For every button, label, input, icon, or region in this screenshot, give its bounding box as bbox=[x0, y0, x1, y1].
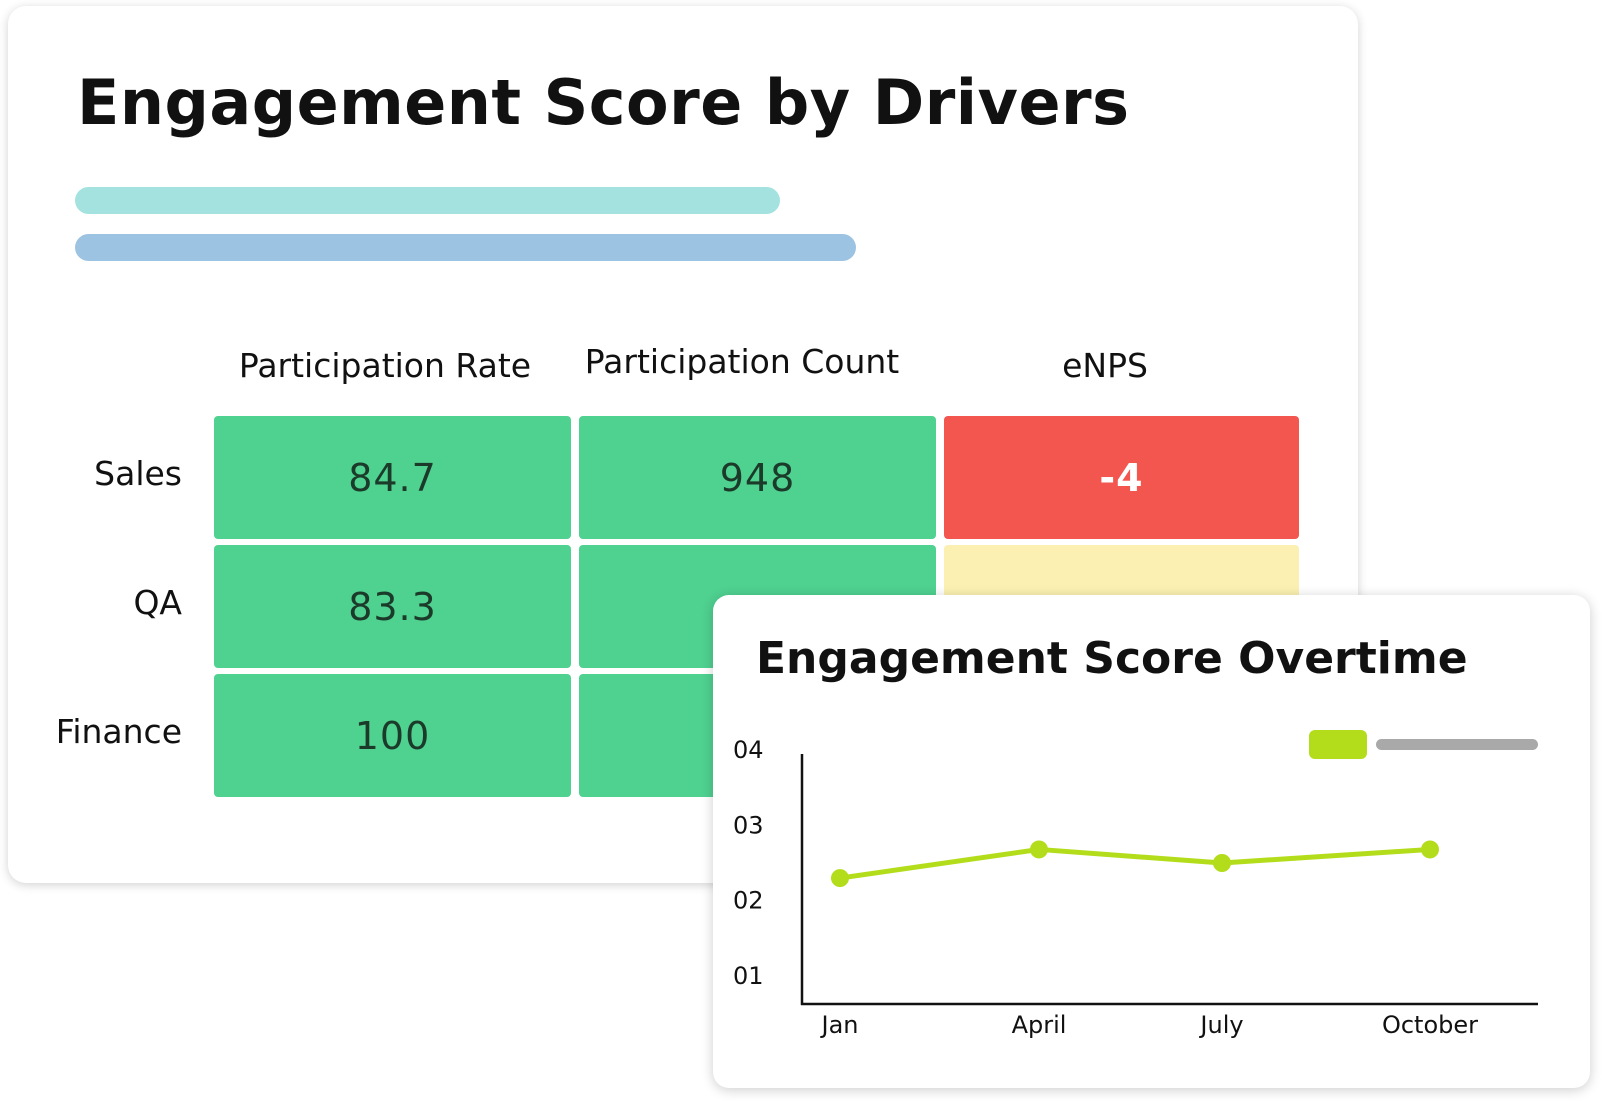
y-tick-label: 03 bbox=[733, 811, 764, 839]
y-tick-label: 02 bbox=[733, 887, 764, 915]
chart-title: Engagement Score Overtime bbox=[756, 633, 1468, 684]
y-tick-label: 04 bbox=[733, 736, 764, 764]
data-point bbox=[1421, 840, 1439, 859]
legend-label-placeholder bbox=[1376, 739, 1538, 750]
column-header-participation-count: Participation Count bbox=[584, 342, 900, 381]
cell-sales-participation-rate: 84.7 bbox=[214, 416, 571, 539]
x-tick-label: Jan bbox=[820, 1011, 859, 1039]
placeholder-bar-1 bbox=[75, 187, 780, 214]
y-tick-label: 01 bbox=[733, 962, 764, 990]
row-header-sales: Sales bbox=[94, 454, 182, 493]
x-tick-label: July bbox=[1198, 1011, 1243, 1039]
x-tick-label: October bbox=[1382, 1011, 1478, 1039]
engagement-drivers-card: Engagement Score by Drivers Participatio… bbox=[8, 6, 1358, 883]
row-header-finance: Finance bbox=[55, 712, 182, 751]
engagement-overtime-card: Engagement Score Overtime 01 02 03 04 Jan Ap… bbox=[713, 595, 1590, 1088]
drivers-title: Engagement Score by Drivers bbox=[77, 66, 1130, 139]
placeholder-bar-2 bbox=[75, 234, 856, 261]
legend-swatch bbox=[1309, 730, 1367, 759]
column-header-participation-rate: Participation Rate bbox=[238, 346, 532, 385]
data-point bbox=[1213, 854, 1231, 872]
column-header-enps: eNPS bbox=[1062, 346, 1148, 385]
series-line bbox=[837, 846, 1433, 881]
line-chart: 01 02 03 04 Jan April July October bbox=[733, 736, 1538, 1039]
cell-sales-participation-count: 948 bbox=[579, 416, 936, 539]
cell-finance-participation-rate: 100 bbox=[214, 674, 571, 797]
cell-sales-enps: -4 bbox=[944, 416, 1299, 539]
row-header-qa: QA bbox=[133, 583, 182, 622]
x-tick-label: April bbox=[1012, 1011, 1067, 1039]
data-point bbox=[831, 869, 849, 888]
cell-qa-participation-rate: 83.3 bbox=[214, 545, 571, 668]
data-point bbox=[1030, 840, 1048, 859]
